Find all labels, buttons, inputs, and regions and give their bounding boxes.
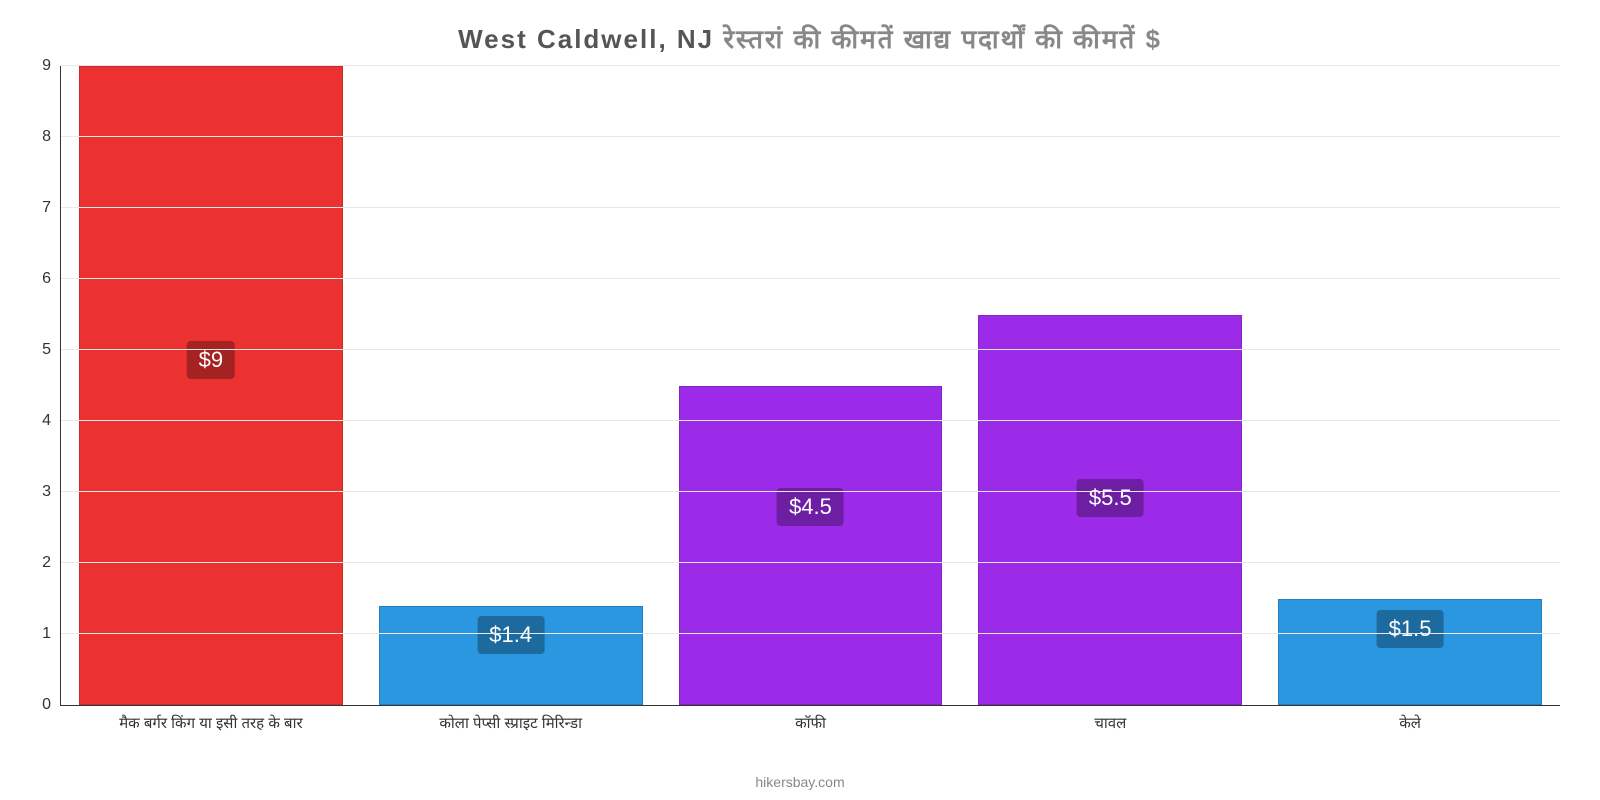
value-badge: $4.5 <box>777 488 844 526</box>
bar: $5.5 <box>978 315 1242 706</box>
ytick-label: 9 <box>42 57 61 75</box>
ytick-label: 7 <box>42 199 61 217</box>
bar-slot: $1.5 <box>1260 66 1560 705</box>
title-description: रेस्तरां की कीमतें खाद्य पदार्थों की कीम… <box>723 24 1162 54</box>
gridline <box>61 65 1560 66</box>
bar: $9 <box>79 66 343 705</box>
title-location: West Caldwell, NJ <box>458 24 714 54</box>
gridline <box>61 491 1560 492</box>
bar-slot: $5.5 <box>960 66 1260 705</box>
ytick-label: 3 <box>42 483 61 501</box>
xtick-label: केले <box>1260 705 1560 733</box>
gridline <box>61 420 1560 421</box>
bar-slot: $4.5 <box>661 66 961 705</box>
plot-area: $9$1.4$4.5$5.5$1.5 मैक बर्गर किंग या इसी… <box>60 66 1560 706</box>
xtick-label: चावल <box>960 705 1260 733</box>
gridline <box>61 349 1560 350</box>
ytick-label: 2 <box>42 554 61 572</box>
attribution: hikersbay.com <box>755 774 844 790</box>
ytick-label: 8 <box>42 128 61 146</box>
bar-slot: $9 <box>61 66 361 705</box>
ytick-label: 6 <box>42 270 61 288</box>
gridline <box>61 207 1560 208</box>
gridline <box>61 136 1560 137</box>
bar: $4.5 <box>679 386 943 706</box>
bar-slot: $1.4 <box>361 66 661 705</box>
ytick-label: 4 <box>42 412 61 430</box>
bar: $1.4 <box>379 606 643 705</box>
ytick-label: 5 <box>42 341 61 359</box>
xtick-label: कॉफी <box>661 705 961 733</box>
x-axis: मैक बर्गर किंग या इसी तरह के बारकोला पेप… <box>61 705 1560 733</box>
gridline <box>61 278 1560 279</box>
value-badge: $9 <box>187 341 235 379</box>
gridline <box>61 562 1560 563</box>
gridline <box>61 633 1560 634</box>
value-badge: $1.5 <box>1377 610 1444 648</box>
xtick-label: कोला पेप्सी स्प्राइट मिरिन्डा <box>361 705 661 733</box>
chart-title: West Caldwell, NJ रेस्तरां की कीमतें खाद… <box>60 20 1560 56</box>
bars-group: $9 $1.4 $4.5 $5.5 $1.5 <box>61 66 1560 705</box>
xtick-label: मैक बर्गर किंग या इसी तरह के बार <box>61 705 361 733</box>
ytick-label: 1 <box>42 625 61 643</box>
ytick-label: 0 <box>42 696 61 714</box>
price-chart: West Caldwell, NJ रेस्तरां की कीमतें खाद… <box>0 0 1600 800</box>
value-badge: $1.4 <box>477 616 544 654</box>
value-badge: $5.5 <box>1077 479 1144 517</box>
bar: $1.5 <box>1278 599 1542 706</box>
